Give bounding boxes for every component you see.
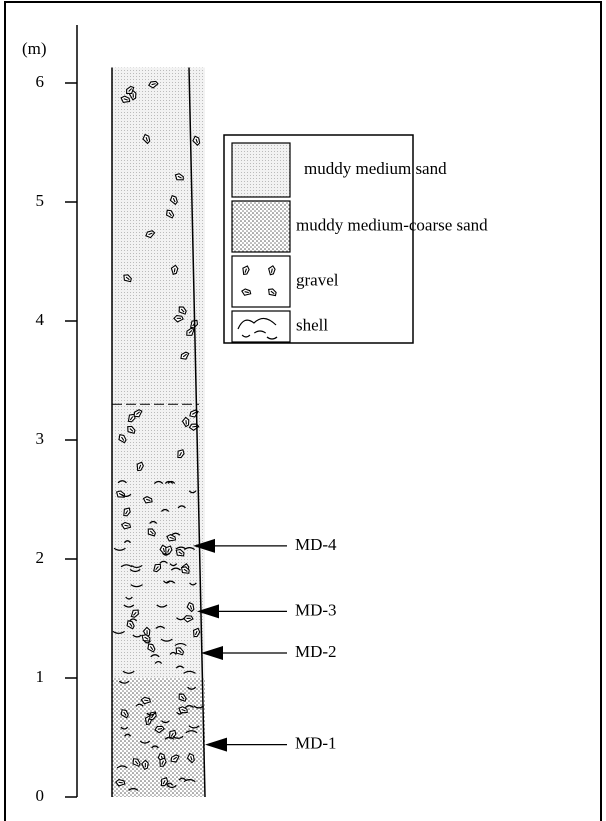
legend-label: gravel [296,270,339,289]
stratigraphic-column: (m) 0 1 2 3 4 5 6 muddy medium sand muddy medium… [0,0,606,821]
tick-label: 4 [36,310,45,329]
axis-unit: (m) [22,39,47,58]
layer-fill [112,589,205,660]
sample-label: MD-4 [295,535,337,554]
tick-label: 2 [36,548,45,567]
layer-fill [112,660,205,678]
tick-label: 3 [36,429,45,448]
swatch-fill [232,143,290,197]
frame [5,2,601,821]
sample-label: MD-3 [295,600,337,619]
layer [112,589,205,660]
layer [112,678,205,797]
layer [112,476,205,488]
legend-label: shell [296,315,328,334]
layer [112,577,205,589]
swatch-fill [232,256,290,307]
legend-label: muddy medium-coarse sand [296,215,488,234]
tick-label: 5 [36,191,45,210]
legend-swatch [232,256,290,307]
swatch-fill [232,311,290,342]
legend-swatch [232,201,290,252]
sample-label: MD-2 [295,642,337,661]
swatch-fill [232,201,290,252]
legend-swatch [232,143,290,197]
layer-fill [112,68,205,405]
layer [112,68,205,405]
layer-fill [112,577,205,589]
tick-label: 0 [36,786,45,805]
layer [112,660,205,678]
legend-label: muddy medium sand [304,159,447,178]
tick-label: 6 [36,72,45,91]
layer [112,404,205,475]
sample-label: MD-1 [295,734,337,753]
layer-fill [112,488,205,577]
layer [112,488,205,577]
sample-arrow [205,738,227,752]
tick-label: 1 [36,667,45,686]
legend-swatch [232,311,290,342]
